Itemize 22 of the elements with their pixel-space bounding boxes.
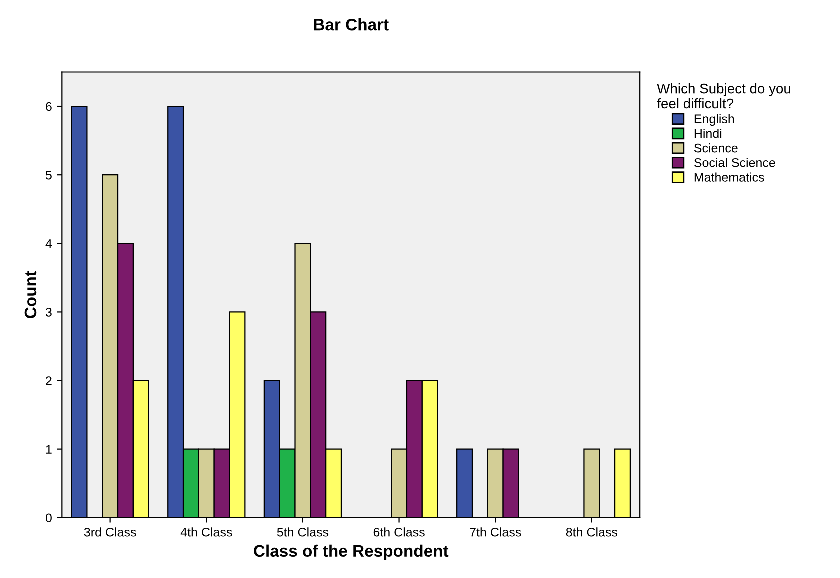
y-tick-label: 5 <box>46 171 52 180</box>
y-tick-label: 1 <box>46 445 52 454</box>
x-tick-label: 7th Class <box>470 528 522 537</box>
legend-label: Social Science <box>694 158 776 168</box>
y-tick-label: 3 <box>46 308 52 317</box>
legend-label: Mathematics <box>694 172 764 182</box>
x-tick-label: 3rd Class <box>84 528 136 537</box>
legend-label: Hindi <box>694 128 722 138</box>
legend-title: Which Subject do you feel difficult? <box>657 84 791 109</box>
y-tick-label: 0 <box>46 514 52 523</box>
y-tick-label: 4 <box>46 240 52 248</box>
legend-label: Science <box>694 144 738 153</box>
y-tick-label: 6 <box>46 102 52 112</box>
legend-label: English <box>694 114 734 126</box>
y-axis-title: Count <box>24 271 37 318</box>
x-tick-label: 6th Class <box>374 528 425 537</box>
x-axis-title: Class of the Respondent <box>254 544 449 560</box>
x-tick-label: 8th Class <box>566 528 618 537</box>
chart-title: Bar Chart <box>314 18 389 31</box>
x-tick-label: 4th Class <box>180 528 232 537</box>
x-tick-label: 5th Class <box>277 528 329 537</box>
y-tick-label: 2 <box>46 376 52 386</box>
